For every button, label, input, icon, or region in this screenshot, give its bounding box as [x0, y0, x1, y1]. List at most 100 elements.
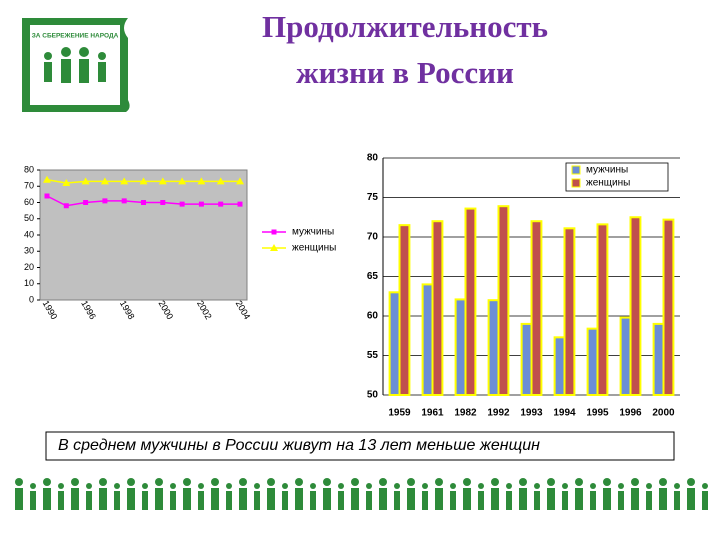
marker [236, 177, 244, 185]
bar [487, 299, 500, 397]
ornament-body [183, 488, 191, 510]
bar [563, 227, 576, 396]
ornament-head [351, 478, 359, 486]
logo: ЗА СБЕРЕЖЕНИЕ НАРОДА [22, 18, 130, 112]
x-tick-label: 1996 [619, 408, 642, 419]
ornament-head [323, 478, 331, 486]
marker [83, 200, 89, 205]
plot-area [39, 169, 248, 301]
bar [629, 216, 642, 396]
y-tick-label: 65 [367, 271, 379, 282]
ornament-body [575, 488, 583, 510]
ornament-head [211, 478, 219, 486]
ornament-body [114, 491, 120, 510]
ornament-head [646, 483, 652, 489]
ornament [15, 478, 708, 510]
ornament-body [687, 488, 695, 510]
ornament-body [435, 488, 443, 510]
bar [619, 316, 632, 396]
bar [586, 327, 599, 397]
ornament-head [170, 483, 176, 489]
x-tick-label: 1996 [79, 299, 98, 321]
logo-figures [44, 47, 106, 83]
ornament-body [562, 491, 568, 510]
y-tick-label: 50 [24, 213, 34, 223]
ornament-body [310, 491, 316, 510]
slide-title: жизни в России [296, 55, 514, 90]
ornament-body [323, 488, 331, 510]
marker [198, 201, 204, 207]
ornament-head [310, 483, 316, 489]
marker [237, 201, 243, 207]
ornament-head [519, 478, 527, 486]
ornament-head [478, 483, 484, 489]
marker [100, 177, 109, 185]
y-tick-label: 80 [24, 164, 34, 174]
ornament-body [43, 488, 51, 510]
y-tick-label: 60 [24, 197, 34, 207]
bar [431, 220, 444, 396]
ornament-body [422, 491, 428, 510]
ornament-body [478, 491, 484, 510]
legend-swatch [571, 165, 581, 175]
ornament-head [155, 478, 163, 486]
ornament-head [659, 478, 667, 486]
ornament-head [562, 483, 568, 489]
ornament-head [254, 483, 260, 489]
ornament-body [702, 491, 708, 510]
x-tick-label: 1961 [421, 408, 444, 419]
ornament-head [618, 483, 624, 489]
ornament-body [282, 491, 288, 510]
ornament-head [674, 483, 680, 489]
y-tick-label: 75 [367, 192, 379, 203]
ornament-body [99, 488, 107, 510]
y-tick-label: 40 [24, 229, 34, 239]
marker [179, 201, 185, 207]
marker [197, 177, 206, 185]
x-tick-label: 2000 [652, 408, 675, 419]
ornament-head [183, 478, 191, 486]
legend-marker [271, 229, 277, 235]
ornament-body [519, 488, 527, 510]
ornament-body [491, 488, 499, 510]
bar [553, 336, 566, 396]
ornament-body [71, 488, 79, 510]
ornament-body [211, 488, 219, 510]
x-tick-label: 1994 [553, 408, 576, 419]
ornament-body [366, 491, 372, 510]
y-tick-label: 20 [24, 262, 34, 272]
ornament-body [674, 491, 680, 510]
marker [141, 200, 146, 205]
ornament-body [142, 491, 148, 510]
y-tick-label: 10 [24, 278, 34, 288]
ornament-head [575, 478, 583, 486]
ornament-head [422, 483, 428, 489]
ornament-body [86, 491, 92, 510]
legend-swatch [571, 178, 581, 188]
ornament-body [394, 491, 400, 510]
ornament-body [463, 488, 471, 510]
ornament-head [366, 483, 372, 489]
ornament-body [351, 488, 359, 510]
ornament-head [15, 478, 23, 486]
legend-label: женщины [292, 243, 336, 254]
marker [81, 177, 90, 185]
ornament-body [659, 488, 667, 510]
y-tick-label: 80 [367, 153, 379, 164]
ornament-body [267, 488, 275, 510]
ornament-head [338, 483, 344, 489]
ornament-head [30, 483, 36, 489]
ornament-body [547, 488, 555, 510]
ornament-body [618, 491, 624, 510]
bar [596, 223, 609, 396]
marker [63, 203, 69, 209]
ornament-head [379, 478, 387, 486]
x-tick-label: 1959 [388, 408, 411, 419]
ornament-body [198, 491, 204, 510]
ornament-body [534, 491, 540, 510]
marker [218, 201, 224, 207]
ornament-head [547, 478, 555, 486]
marker [216, 177, 225, 185]
ornament-body [295, 488, 303, 510]
